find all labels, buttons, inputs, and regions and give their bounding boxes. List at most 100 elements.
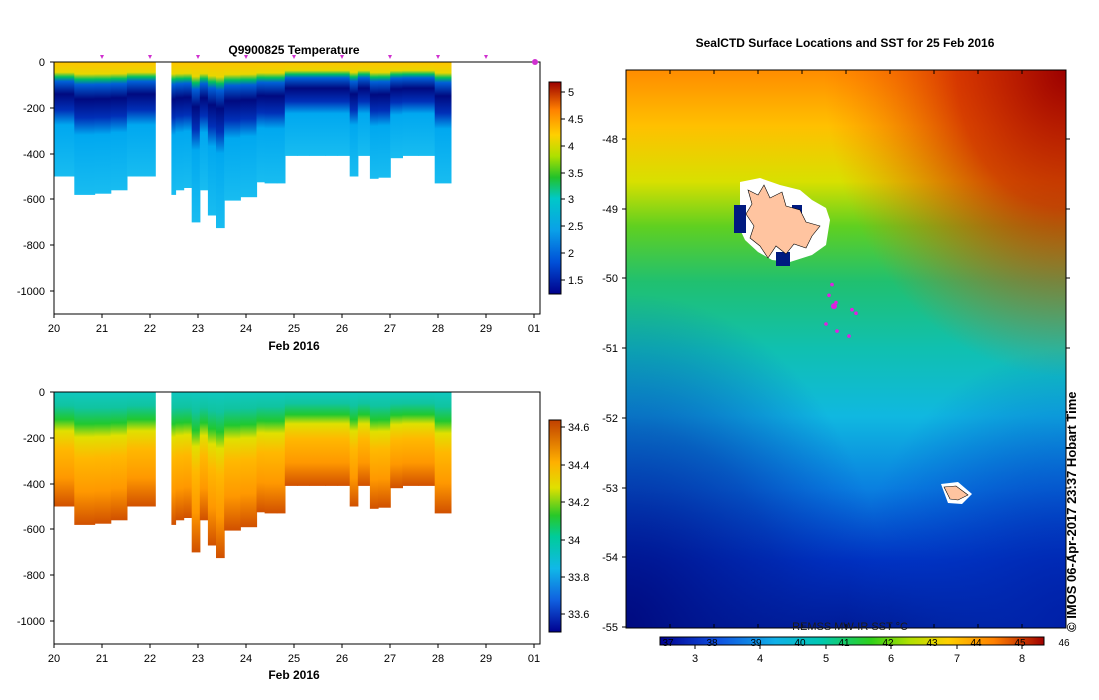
profile-column	[357, 62, 371, 156]
y-tick-label: -600	[23, 524, 45, 536]
seal-location-point	[847, 334, 851, 338]
seal-location-point	[830, 282, 834, 287]
profile-column	[240, 62, 258, 198]
profile-column	[369, 392, 379, 509]
temperature-colorbar	[548, 81, 562, 295]
profile-markers	[100, 55, 538, 65]
profile-column	[378, 62, 391, 178]
seal-surface-locations	[824, 282, 858, 338]
x-tick-label: 27	[384, 653, 396, 665]
celsius-tick-label: 7	[954, 653, 960, 665]
profile-column	[309, 62, 326, 156]
temperature-profiles	[54, 62, 452, 229]
fahrenheit-tick-label: 45	[1014, 638, 1026, 649]
sst-colorbar	[659, 636, 1045, 646]
fahrenheit-tick-label: 46	[1058, 638, 1070, 649]
profile-column	[264, 62, 278, 184]
profile-column	[402, 62, 420, 156]
x-tick-label: 26	[336, 653, 348, 665]
profile-column	[276, 62, 286, 184]
temperature-plot-frame	[53, 61, 541, 315]
profile-column	[297, 62, 310, 156]
profile-column	[183, 392, 193, 518]
profile-column	[325, 62, 339, 156]
fahrenheit-tick-label: 37	[662, 638, 674, 649]
profile-column	[264, 392, 278, 514]
x-tick-label: 01	[528, 323, 540, 335]
profile-column	[402, 392, 420, 486]
profile-column	[418, 62, 436, 156]
profile-column	[110, 62, 128, 191]
x-tick-label: 25	[288, 653, 300, 665]
fahrenheit-tick-label: 38	[706, 638, 718, 649]
profile-column	[94, 392, 112, 524]
profile-column	[418, 392, 436, 486]
profile-column	[434, 62, 452, 184]
x-tick-label: 26	[336, 323, 348, 335]
seal-location-point	[850, 307, 854, 312]
seal-location-point	[854, 311, 858, 316]
y-tick-label: -400	[23, 479, 45, 491]
celsius-tick-label: 8	[1019, 653, 1025, 665]
heard-island	[941, 482, 972, 504]
fahrenheit-tick-label: 39	[750, 638, 762, 649]
salinity-y-ticks: 0 -200 -400 -600 -800 -1000	[17, 387, 54, 628]
colorbar-tick-label: 1.5	[568, 275, 583, 287]
profile-column	[240, 392, 258, 528]
seal-location-point	[835, 329, 839, 333]
profile-column	[199, 392, 209, 521]
profile-column	[94, 62, 112, 194]
profile-column	[390, 62, 403, 159]
profile-column	[199, 62, 209, 191]
salinity-panel: 0 -200 -400 -600 -800 -1000 20 21 22 23 …	[17, 387, 590, 682]
colorbar-tick-label: 4	[568, 141, 574, 153]
seal-location-point	[827, 293, 831, 298]
profile-column	[337, 62, 351, 156]
profile-column	[309, 392, 326, 486]
profile-column	[171, 62, 177, 195]
celsius-tick-label: 6	[888, 653, 894, 665]
salinity-x-axis-label: Feb 2016	[268, 668, 320, 682]
celsius-tick-label: 3	[692, 653, 698, 665]
x-tick-label: 23	[192, 323, 204, 335]
sst-colorbar-label: REMSS MW-IR SST °C	[792, 621, 908, 633]
temperature-panel: Q9900825 Temperature 0 -200 -400 -600 -8…	[17, 43, 583, 353]
temperature-title: Q9900825 Temperature	[228, 43, 360, 57]
x-tick-label: 22	[144, 323, 156, 335]
x-tick-label: 25	[288, 323, 300, 335]
profile-column	[224, 62, 241, 201]
seal-location-point	[824, 322, 828, 326]
profile-column	[378, 392, 391, 508]
profile-column	[284, 392, 298, 486]
y-tick-label: -200	[23, 433, 45, 445]
profile-column	[216, 62, 225, 229]
profile-column	[175, 392, 185, 521]
profile-column	[183, 62, 193, 188]
profile-column	[171, 392, 177, 525]
x-tick-label: 01	[528, 653, 540, 665]
salinity-profiles	[54, 392, 452, 559]
salinity-colorbar-ticks: 34.6 34.4 34.2 34 33.8 33.6	[561, 422, 589, 621]
x-tick-label: 29	[480, 653, 492, 665]
profile-column	[369, 62, 379, 179]
fahrenheit-tick-label: 44	[970, 638, 982, 649]
profile-column	[337, 392, 351, 486]
y-tick-label: 0	[39, 57, 45, 69]
x-tick-label: 21	[96, 323, 108, 335]
profile-column	[224, 392, 241, 531]
colorbar-tick-label: 3	[568, 194, 574, 206]
latitude-ticks: -48 -49 -50 -51 -52 -53 -54 -55	[602, 134, 1070, 634]
profile-column	[74, 62, 96, 195]
latitude-tick-label: -53	[602, 483, 618, 495]
latitude-tick-label: -52	[602, 413, 618, 425]
colorbar-tick-label: 34.2	[568, 497, 589, 509]
x-tick-label: 20	[48, 653, 60, 665]
profile-column	[175, 62, 185, 191]
profile-column	[256, 392, 266, 513]
colorbar-tick-label: 34.6	[568, 422, 589, 434]
colorbar-tick-label: 33.8	[568, 572, 589, 584]
x-tick-label: 28	[432, 653, 444, 665]
kerguelen-island	[734, 178, 830, 266]
sst-cold-anomaly-east	[626, 70, 1066, 628]
sst-map-panel: SealCTD Surface Locations and SST for 25…	[602, 36, 1070, 665]
